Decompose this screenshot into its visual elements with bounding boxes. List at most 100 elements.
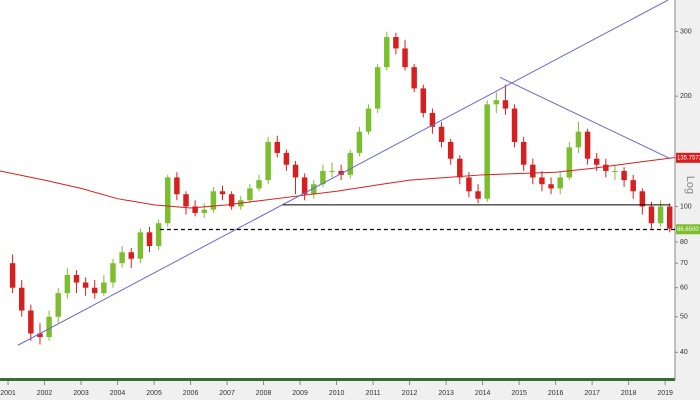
candle-body: [402, 48, 408, 68]
price-label: 86.6500: [677, 227, 699, 233]
candle-body: [603, 164, 609, 171]
trendline: [499, 76, 671, 160]
candle-body: [247, 188, 253, 201]
candle-body: [128, 252, 134, 259]
candle-body: [530, 164, 536, 178]
y-tick-label: 40: [680, 349, 688, 356]
candle-body: [210, 191, 217, 210]
candle-body: [429, 112, 436, 127]
candle-body: [639, 191, 646, 207]
candle-body: [9, 263, 16, 288]
x-tick-label: 2001: [0, 390, 16, 397]
candle-body: [292, 164, 299, 178]
y-tick-label: 50: [680, 314, 688, 321]
candle-body: [301, 177, 308, 195]
candle-body: [539, 177, 545, 185]
x-tick-label: 2014: [475, 390, 491, 397]
candle-body: [411, 67, 417, 89]
x-tick-label: 2004: [110, 390, 126, 397]
candle-body: [393, 37, 399, 49]
candle-body: [228, 194, 235, 207]
candle-body: [566, 147, 573, 178]
candle-body: [137, 232, 144, 259]
x-tick-label: 2008: [256, 390, 272, 397]
x-tick-label: 2013: [438, 390, 454, 397]
candle-body: [575, 131, 582, 148]
x-tick-label: 2006: [183, 390, 199, 397]
candle-body: [311, 184, 317, 195]
candle-body: [648, 206, 655, 224]
candle-body: [365, 108, 372, 132]
candle-body: [557, 177, 563, 189]
candle-body: [201, 209, 207, 213]
candle-body: [174, 177, 180, 195]
candle-body: [420, 88, 427, 113]
candle-body: [101, 282, 107, 294]
price-label-box: [676, 152, 700, 163]
candle-body: [466, 177, 472, 192]
candle-body: [73, 275, 80, 283]
candle-body: [183, 194, 189, 207]
y-tick-label: 70: [680, 260, 688, 267]
candle-body: [338, 170, 344, 175]
candle-body: [146, 232, 153, 246]
candle-body: [593, 158, 600, 165]
candle-body: [155, 223, 162, 246]
candle-body: [384, 37, 390, 68]
moving-average: [0, 157, 676, 209]
y-tick-label: 60: [680, 285, 688, 292]
candle-body: [192, 206, 198, 213]
x-tick-label: 2018: [621, 390, 637, 397]
candle-body: [320, 170, 326, 185]
y-tick-label: 200: [680, 93, 692, 100]
price-label: 135.7572: [677, 155, 700, 161]
candle-body: [612, 170, 618, 172]
x-tick-label: 2012: [402, 390, 418, 397]
y-tick-label: 100: [680, 203, 692, 210]
candle-body: [520, 141, 527, 165]
trendline: [17, 0, 669, 346]
candle-body: [584, 131, 591, 159]
candle-body: [502, 100, 509, 109]
candle-body: [82, 282, 89, 288]
candle-body: [265, 141, 271, 181]
x-tick-label: 2010: [329, 390, 345, 397]
y-tick-label: 80: [680, 239, 688, 246]
candle-body: [657, 206, 664, 224]
candle-body: [630, 180, 636, 192]
x-tick-label: 2007: [219, 390, 235, 397]
candle-body: [511, 108, 518, 142]
y-tick-label: 300: [680, 28, 692, 35]
candle-body: [475, 191, 481, 199]
x-tick-label: 2005: [146, 390, 162, 397]
candle-body: [438, 126, 445, 142]
candle-body: [329, 170, 335, 172]
x-tick-label: 2016: [548, 390, 564, 397]
candle-body: [46, 316, 52, 338]
price-label-box: [676, 224, 700, 235]
candle-body: [457, 158, 463, 178]
x-tick-label: 2002: [37, 390, 53, 397]
candle-body: [374, 67, 381, 109]
candle-body: [165, 177, 171, 224]
candle-body: [283, 152, 290, 165]
candle-body: [347, 152, 354, 175]
x-tick-label: 2009: [292, 390, 308, 397]
candle-body: [55, 293, 61, 317]
candle-body: [274, 141, 281, 153]
x-axis-panel: [0, 380, 700, 400]
candle-body: [447, 141, 454, 159]
candle-body: [484, 104, 490, 199]
candle-body: [219, 191, 226, 195]
candle-body: [91, 287, 98, 294]
x-tick-label: 2017: [584, 390, 600, 397]
x-tick-label: 2015: [511, 390, 527, 397]
candle-body: [256, 180, 262, 189]
candle-body: [110, 263, 116, 283]
candle-body: [493, 100, 500, 105]
candle-body: [18, 287, 25, 311]
candle-body: [666, 206, 673, 229]
candle-body: [356, 131, 363, 153]
